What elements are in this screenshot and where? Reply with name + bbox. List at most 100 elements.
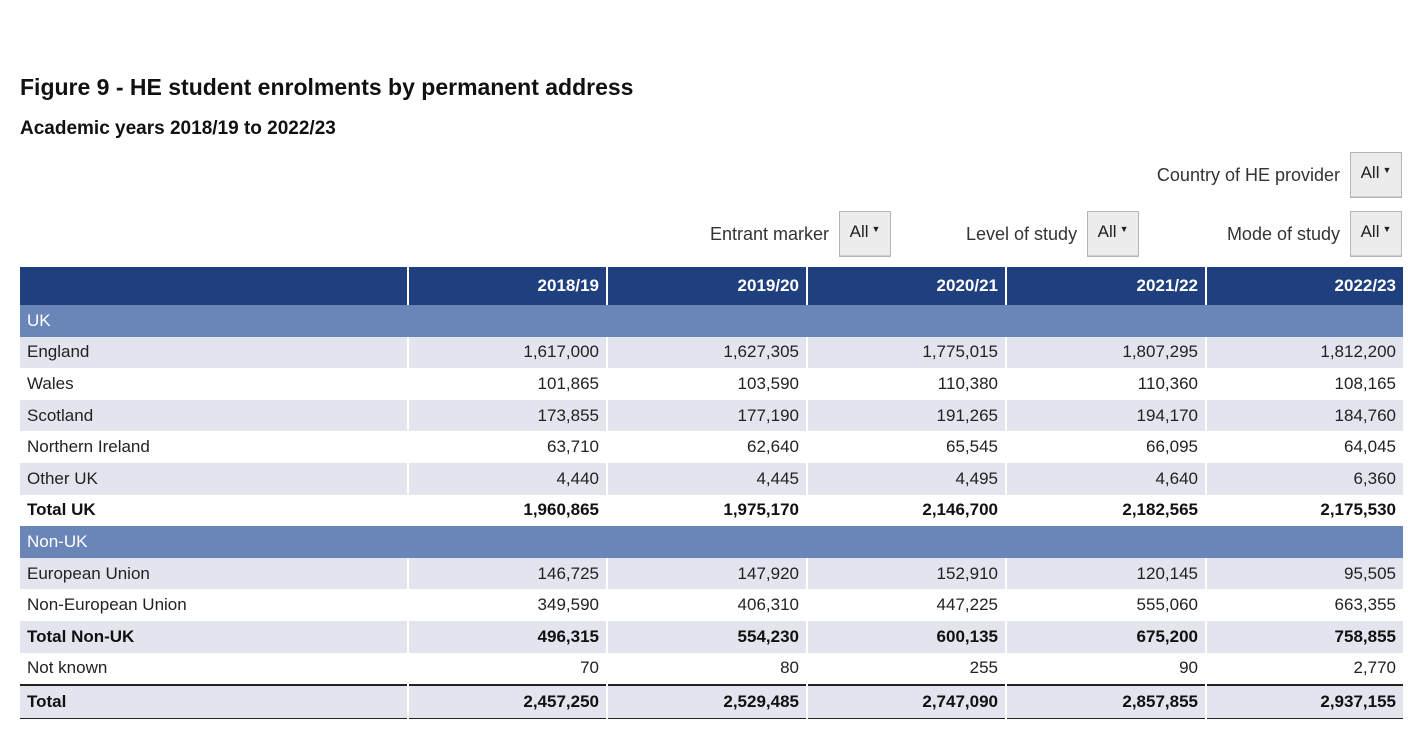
table-row: Non-European Union 349,590 406,310 447,225 5… [20,589,1403,621]
mode-dropdown-value: All [1360,222,1380,241]
row-label: Non-European Union [20,589,409,621]
table-cell: 63,710 [408,431,608,463]
section-label: UK [20,305,1403,337]
table-cell: 2,857,855 [1006,684,1207,719]
table-cell: 4,445 [607,462,808,495]
table-cell: 108,165 [1206,368,1403,400]
table-cell: 1,617,000 [408,336,608,369]
row-label: Northern Ireland [20,431,409,463]
filter-level: Level of study All ▼ [966,211,1140,257]
table-cell: 2,182,565 [1006,494,1207,527]
table-row: Not known 70 80 255 90 2,770 [20,652,1403,686]
table-cell: 2,529,485 [607,684,808,719]
table-cell: 2,457,250 [408,684,608,719]
column-header-2018-19: 2018/19 [408,267,608,305]
table-cell: 600,135 [807,620,1007,653]
table-cell: 255 [807,652,1007,686]
table-cell: 110,380 [807,368,1007,400]
chevron-down-icon: ▼ [1382,224,1392,234]
table-cell: 447,225 [807,589,1007,621]
table-cell: 62,640 [607,431,808,463]
total-row: Total 2,457,250 2,529,485 2,747,090 2,857,85… [20,684,1403,719]
entrant-dropdown-value: All [849,222,869,241]
country-dropdown-value: All [1360,163,1380,182]
column-header-2021-22: 2021/22 [1006,267,1207,305]
page-subtitle: Academic years 2018/19 to 2022/23 [20,118,336,139]
table-cell: 6,360 [1206,462,1403,495]
section-header-row: Non-UK [20,526,1403,558]
table-cell: 66,095 [1006,431,1207,463]
table-cell: 1,627,305 [607,336,808,369]
column-header-2019-20: 2019/20 [607,267,808,305]
column-header-label [20,267,409,305]
table-cell: 349,590 [408,589,608,621]
table-row: Northern Ireland 63,710 62,640 65,545 66,095… [20,431,1403,463]
column-header-2020-21: 2020/21 [807,267,1007,305]
table-cell: 70 [408,652,608,686]
level-dropdown-value: All [1097,222,1117,241]
entrant-dropdown[interactable]: All ▼ [839,211,892,257]
filter-mode-label: Mode of study [1226,223,1340,244]
table-cell: 2,146,700 [807,494,1007,527]
section-label: Non-UK [20,526,1403,558]
column-header-2022-23: 2022/23 [1206,267,1403,305]
table-cell: 2,770 [1206,652,1403,686]
table-cell: 1,960,865 [408,494,608,527]
table-cell: 758,855 [1206,620,1403,653]
enrolments-table: 2018/19 2019/20 2020/21 2021/22 2022/23 … [20,267,1403,719]
table-row: Scotland 173,855 177,190 191,265 194,170 184,… [20,399,1403,432]
table-cell: 101,865 [408,368,608,400]
filter-entrant: Entrant marker All ▼ [710,211,892,257]
table-cell: 2,175,530 [1206,494,1403,527]
table-cell: 103,590 [607,368,808,400]
table-cell: 65,545 [807,431,1007,463]
filter-country-label: Country of HE provider [1156,164,1340,185]
table-body: UK England 1,617,000 1,627,305 1,775,015 1,80… [20,305,1403,719]
table-row: Other UK 4,440 4,445 4,495 4,640 6,360 [20,462,1403,495]
table-cell: 184,760 [1206,399,1403,432]
table-cell: 80 [607,652,808,686]
filter-entrant-label: Entrant marker [710,223,830,244]
filter-mode: Mode of study All ▼ [1227,211,1402,257]
table-cell: 663,355 [1206,589,1403,621]
table-header-row: 2018/19 2019/20 2020/21 2021/22 2022/23 [20,267,1403,305]
table-cell: 4,640 [1006,462,1207,495]
table-row: Wales 101,865 103,590 110,380 110,360 108,165 [20,368,1403,400]
row-label: Total UK [20,494,409,527]
table-cell: 4,495 [807,462,1007,495]
table-cell: 194,170 [1006,399,1207,432]
filter-country: Country of HE provider All ▼ [1157,152,1402,198]
row-label: Total Non-UK [20,620,409,653]
table-cell: 173,855 [408,399,608,432]
row-label: European Union [20,557,409,590]
table-cell: 1,812,200 [1206,336,1403,369]
row-label: England [20,336,409,369]
table-row: European Union 146,725 147,920 152,910 120,1… [20,557,1403,590]
table-cell: 191,265 [807,399,1007,432]
table-cell: 4,440 [408,462,608,495]
total-row: Total Non-UK 496,315 554,230 600,135 675,200… [20,620,1403,653]
filter-level-label: Level of study [966,223,1078,244]
table-cell: 2,937,155 [1206,684,1403,719]
chevron-down-icon: ▼ [871,224,881,234]
section-header-row: UK [20,305,1403,337]
table-cell: 147,920 [607,557,808,590]
mode-dropdown[interactable]: All ▼ [1350,211,1402,257]
total-row: Total UK 1,960,865 1,975,170 2,146,700 2,182… [20,494,1403,527]
country-dropdown[interactable]: All ▼ [1350,152,1402,198]
table-cell: 554,230 [607,620,808,653]
chevron-down-icon: ▼ [1382,165,1392,175]
table-cell: 95,505 [1206,557,1403,590]
level-dropdown[interactable]: All ▼ [1087,211,1140,257]
table-cell: 90 [1006,652,1207,686]
row-label: Wales [20,368,409,400]
table-cell: 146,725 [408,557,608,590]
table-cell: 555,060 [1006,589,1207,621]
table-cell: 177,190 [607,399,808,432]
table-cell: 152,910 [807,557,1007,590]
table-row: England 1,617,000 1,627,305 1,775,015 1,807,… [20,336,1403,369]
table-cell: 675,200 [1006,620,1207,653]
table-cell: 120,145 [1006,557,1207,590]
table-cell: 1,807,295 [1006,336,1207,369]
row-label: Scotland [20,399,409,432]
